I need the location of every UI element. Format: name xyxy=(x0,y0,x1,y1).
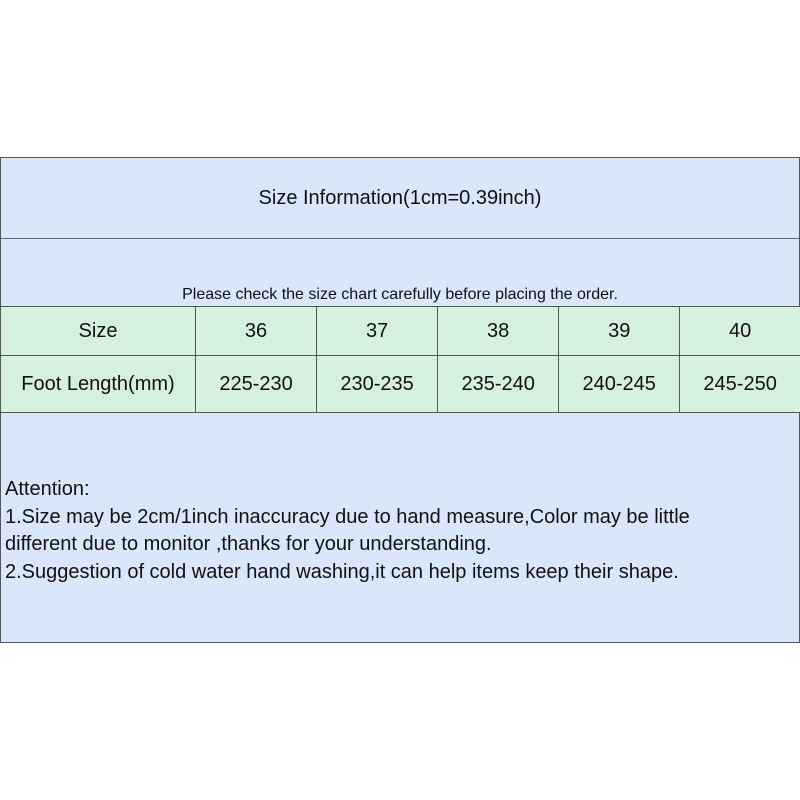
table-cell: Foot Length(mm) xyxy=(1,355,196,413)
size-table: Size 36 37 38 39 40 Foot Length(mm) 225-… xyxy=(1,306,800,413)
table-cell: 39 xyxy=(558,306,681,356)
table-cell: 240-245 xyxy=(558,355,681,413)
table-row-foot-length: Foot Length(mm) 225-230 230-235 235-240 … xyxy=(1,355,800,413)
attention-line: 2.Suggestion of cold water hand washing,… xyxy=(5,560,679,583)
attention-heading: Attention: xyxy=(5,478,90,500)
table-cell: 245-250 xyxy=(679,355,800,413)
attention-line: different due to monitor ,thanks for you… xyxy=(5,533,492,555)
chart-subtitle: Please check the size chart carefully be… xyxy=(182,286,618,303)
table-cell: 38 xyxy=(437,306,560,356)
table-row-size: Size 36 37 38 39 40 xyxy=(1,306,800,356)
size-chart: Size Information(1cm=0.39inch) Please ch… xyxy=(0,157,800,643)
attention-notes: Attention: 1.Size may be 2cm/1inch inacc… xyxy=(5,476,690,586)
chart-title: Size Information(1cm=0.39inch) xyxy=(1,158,799,239)
table-cell: 230-235 xyxy=(316,355,439,413)
table-cell: 225-230 xyxy=(194,355,318,413)
table-cell: 37 xyxy=(316,306,439,356)
attention-line: 1.Size may be 2cm/1inch inaccuracy due t… xyxy=(5,505,690,528)
table-cell: 40 xyxy=(679,306,800,356)
table-cell: Size xyxy=(1,306,196,356)
table-cell: 36 xyxy=(194,306,318,356)
table-cell: 235-240 xyxy=(437,355,560,413)
